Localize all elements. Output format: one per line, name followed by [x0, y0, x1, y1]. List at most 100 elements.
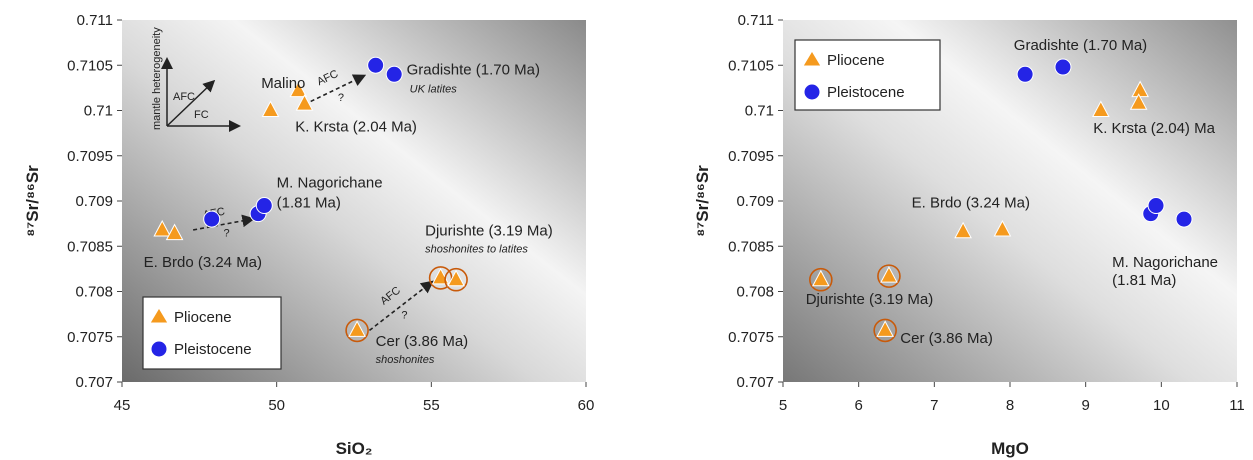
y-axis-label: ⁸⁷Sr/⁸⁶Sr [693, 165, 712, 237]
legend-circle-icon [150, 340, 168, 358]
y-tick-label: 0.709 [736, 193, 774, 210]
x-axis-label: SiO₂ [336, 439, 373, 458]
pliocene-point [165, 223, 184, 241]
point-annotation: E. Brdo (3.24 Ma) [144, 254, 262, 271]
process-inset: mantle heterogeneity AFC FC [151, 27, 241, 132]
legend-triangle-icon [802, 50, 822, 67]
pliocene-point [876, 320, 894, 337]
x-tick-label: 55 [423, 397, 440, 414]
pleistocene-point [1016, 65, 1034, 83]
legend: Pliocene Pleistocene [794, 39, 941, 111]
legend-box [794, 39, 941, 111]
point-annotation: UK latites [410, 83, 458, 95]
ring-marker [809, 267, 833, 292]
y-tick-label: 0.7085 [728, 238, 774, 255]
x-tick-label: 7 [930, 397, 938, 414]
legend-triangle-icon [149, 307, 169, 324]
y-tick-label: 0.711 [738, 12, 774, 29]
point-annotation: Gradishte (1.70 Ma) [1014, 37, 1147, 54]
pliocene-point [261, 100, 280, 117]
afc-arrow [193, 214, 256, 231]
ring-marker [444, 267, 468, 292]
y-tick-label: 0.7075 [67, 329, 113, 346]
pleistocene-point [1054, 58, 1072, 76]
point-annotation: shoshonites [376, 354, 435, 366]
y-tick-label: 0.7085 [67, 238, 113, 255]
y-tick-label: 0.7105 [67, 57, 113, 74]
pliocene-point [295, 94, 314, 111]
pleistocene-point [1175, 210, 1193, 228]
mgo-chart: 0.707 0.7075 0.708 0.7085 0.709 0.7095 0.71 0.7… [693, 12, 1245, 458]
afc-arrow-question: ? [338, 92, 344, 104]
y-tick-label: 0.711 [77, 12, 113, 29]
x-tick-label: 10 [1153, 397, 1170, 414]
legend-label-pleistocene: Pleistocene [827, 84, 905, 101]
x-tick-label: 11 [1229, 397, 1245, 414]
afc-arrow-question: ? [223, 228, 229, 240]
point-annotation: (1.81 Ma) [1112, 272, 1176, 289]
point-annotation: M. Nagorichane [277, 174, 383, 191]
afc-arrow [368, 280, 434, 332]
legend: Pliocene Pleistocene [142, 296, 282, 370]
inset-diagonal-arrow [166, 79, 216, 127]
pliocene-point [447, 269, 465, 287]
pliocene-point [1091, 100, 1110, 117]
point-annotation: Djurishte (3.19 Ma) [806, 291, 934, 308]
pleistocene-point [367, 56, 385, 74]
ring-marker [345, 318, 369, 343]
pleistocene-point [1147, 197, 1165, 215]
x-tick-label: 50 [268, 397, 285, 414]
y-tick-label: 0.709 [75, 193, 113, 210]
y-axis-label: ⁸⁷Sr/⁸⁶Sr [23, 165, 42, 237]
point-annotation: M. Nagorichane [1112, 254, 1218, 271]
y-tick-label: 0.707 [736, 374, 774, 391]
y-tick-label: 0.7075 [728, 329, 774, 346]
x-tick-label: 9 [1081, 397, 1089, 414]
x-tick-label: 6 [854, 397, 862, 414]
inset-horizontal-label: FC [194, 109, 209, 121]
point-annotation: Malino [261, 75, 305, 92]
y-tick-label: 0.707 [75, 374, 113, 391]
x-tick-label: 5 [779, 397, 787, 414]
afc-arrow [310, 74, 367, 103]
pliocene-point [954, 221, 972, 239]
y-tick-label: 0.7105 [728, 57, 774, 74]
point-annotation: Cer (3.86 Ma) [376, 333, 469, 350]
pleistocene-point [203, 210, 221, 228]
pleistocene-point [255, 197, 273, 215]
ring-marker [877, 264, 901, 288]
point-annotation: Gradishte (1.70 Ma) [407, 61, 540, 78]
point-annotation: K. Krsta (2.04 Ma) [295, 118, 417, 135]
legend-box [142, 296, 282, 370]
point-annotation: E. Brdo (3.24 Ma) [912, 194, 1030, 211]
legend-label-pliocene: Pliocene [827, 52, 885, 69]
inset-vertical-label: mantle heterogeneity [151, 27, 163, 130]
y-tick-label: 0.71 [745, 103, 774, 120]
point-annotation: Djurishte (3.19 Ma) [425, 222, 553, 239]
legend-circle-icon [803, 83, 821, 101]
pliocene-point [811, 269, 830, 287]
pliocene-point [348, 320, 366, 337]
pliocene-point [1129, 93, 1148, 110]
pliocene-point [993, 219, 1012, 237]
point-annotation: shoshonites to latites [425, 244, 528, 256]
y-tick-label: 0.71 [84, 103, 113, 120]
ring-marker [428, 266, 453, 290]
point-annotation: Cer (3.86 Ma) [900, 330, 993, 347]
sio2-chart: 0.707 0.7075 0.708 0.7085 0.709 0.7095 0.71 0.7… [23, 12, 594, 458]
pliocene-point [153, 219, 172, 237]
inset-diagonal-label: AFC [173, 91, 195, 103]
x-tick-label: 8 [1006, 397, 1014, 414]
x-tick-label: 60 [578, 397, 595, 414]
y-tick-label: 0.7095 [67, 148, 113, 165]
legend-label-pleistocene: Pleistocene [174, 341, 252, 358]
y-tick-label: 0.7095 [728, 148, 774, 165]
x-axis-label: MgO [991, 439, 1029, 458]
y-tick-label: 0.708 [75, 284, 113, 301]
y-tick-label: 0.708 [736, 284, 774, 301]
legend-label-pliocene: Pliocene [174, 309, 232, 326]
pliocene-point [289, 80, 308, 98]
afc-arrow-question: ? [401, 309, 407, 321]
point-annotation: K. Krsta (2.04) Ma [1093, 120, 1215, 137]
